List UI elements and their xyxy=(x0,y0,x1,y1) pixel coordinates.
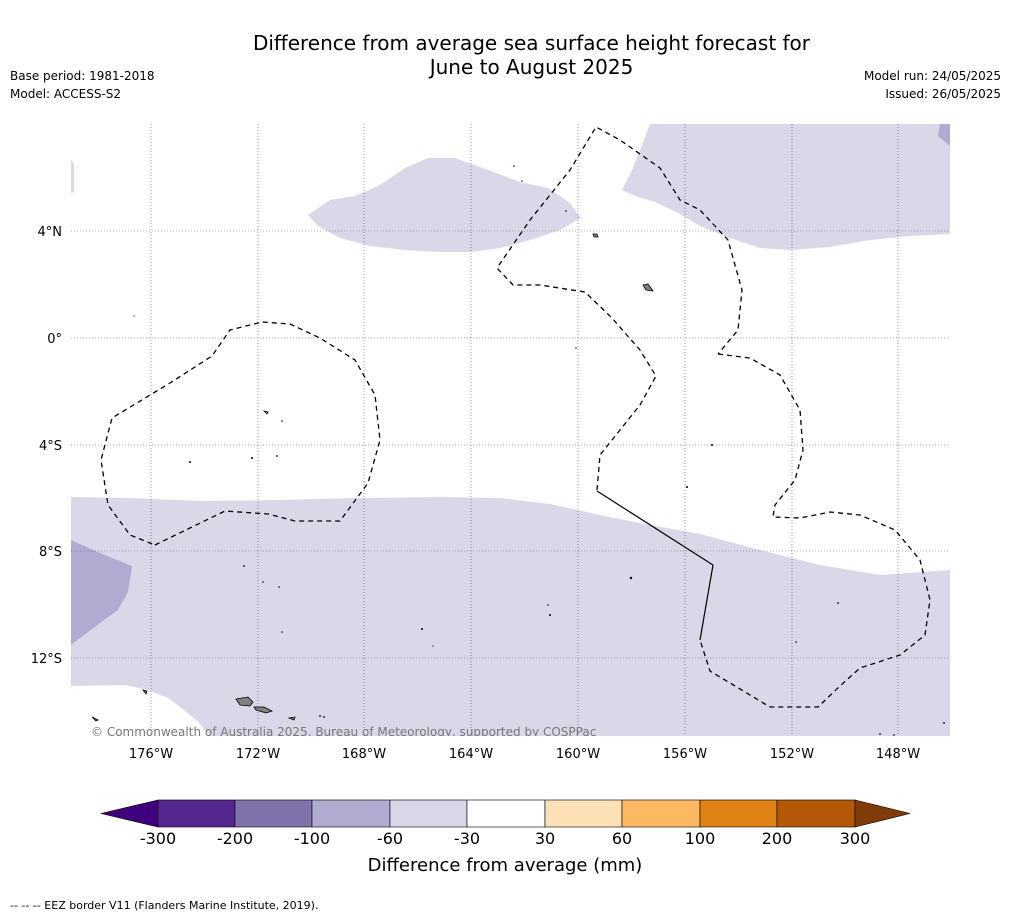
islands xyxy=(91,233,654,722)
colorbar-segment xyxy=(699,799,778,828)
island-north-east xyxy=(642,283,654,292)
lat-label: 4°S xyxy=(39,439,62,454)
island-south-b xyxy=(287,716,296,721)
anomaly-region-north-center xyxy=(308,158,581,252)
eez-border-central xyxy=(496,126,743,491)
lon-label: 164°W xyxy=(449,747,493,762)
colorbar-tick: -200 xyxy=(217,829,253,848)
island-west-reef xyxy=(262,410,269,415)
meta-right: Model run: 24/05/2025 Issued: 26/05/2025 xyxy=(864,67,1001,103)
colorbar-tick: 100 xyxy=(685,829,716,848)
island-north xyxy=(592,233,599,238)
colorbar-tick: -100 xyxy=(294,829,330,848)
meta-left: Base period: 1981-2018 Model: ACCESS-S2 xyxy=(10,67,155,103)
colorbar-segment xyxy=(311,799,391,828)
eez-borders xyxy=(100,126,931,708)
lon-label: 148°W xyxy=(876,747,920,762)
eez-border-east xyxy=(699,353,931,708)
lat-label: 12°S xyxy=(31,652,62,667)
eez-border-west xyxy=(100,321,381,546)
colorbar-tick: 300 xyxy=(840,829,871,848)
lat-label: 8°S xyxy=(39,545,62,560)
lon-label: 156°W xyxy=(663,747,707,762)
colorbar-segment xyxy=(466,799,546,828)
anomaly-region-north-west-sliver xyxy=(71,160,74,193)
island-upolu xyxy=(253,706,274,714)
colorbar-tick: -30 xyxy=(454,829,480,848)
lon-label: 172°W xyxy=(236,747,280,762)
colorbar-tick: -300 xyxy=(140,829,176,848)
island-savaii xyxy=(235,696,254,707)
eez-legend-note: -- -- -- EEZ border V11 (Flanders Marine… xyxy=(10,899,319,912)
colorbar-tick-labels: -300 -200 -100 -60 -30 30 60 100 200 300 xyxy=(140,829,870,848)
lat-label: 4°N xyxy=(38,225,63,240)
island-south-a xyxy=(91,716,99,722)
colorbar-label: Difference from average (mm) xyxy=(368,855,643,876)
colorbar-segment xyxy=(157,799,236,828)
model-name: Model: ACCESS-S2 xyxy=(10,87,122,101)
model-run: Model run: 24/05/2025 xyxy=(863,69,1001,83)
colorbar-segments xyxy=(100,799,911,828)
lat-label: 0° xyxy=(47,332,62,347)
colorbar-tick: 200 xyxy=(762,829,793,848)
anomaly-region-south-band xyxy=(71,497,950,736)
colorbar-tick: 30 xyxy=(535,829,555,848)
eez-border-solid-segment xyxy=(596,490,714,641)
atolls xyxy=(133,165,945,736)
colorbar-segment xyxy=(621,799,701,828)
colorbar: -300 -200 -100 -60 -30 30 60 100 200 300… xyxy=(100,799,911,876)
colorbar-tick: 60 xyxy=(612,829,632,848)
graticule xyxy=(71,124,950,736)
copyright-notice: © Commonwealth of Australia 2025, Bureau… xyxy=(91,725,596,739)
map-area: © Commonwealth of Australia 2025, Bureau… xyxy=(71,124,950,739)
anomaly-region-stronger-west xyxy=(71,540,132,645)
colorbar-extension-low xyxy=(100,799,159,828)
title-line-1: Difference from average sea surface heig… xyxy=(252,31,811,55)
longitude-labels: 176°W 172°W 168°W 164°W 160°W 156°W 152°… xyxy=(129,747,920,762)
lon-label: 160°W xyxy=(556,747,600,762)
colorbar-segment xyxy=(544,799,623,828)
lon-label: 176°W xyxy=(129,747,173,762)
anomaly-region-stronger-northeast xyxy=(938,124,950,146)
colorbar-segment xyxy=(234,799,313,828)
lon-label: 168°W xyxy=(342,747,386,762)
anomaly-region-south-mid-lobe xyxy=(380,665,700,736)
island-south-c xyxy=(142,689,148,695)
latitude-labels: 4°N 0° 4°S 8°S 12°S xyxy=(31,225,62,667)
colorbar-segment xyxy=(776,799,856,828)
colorbar-tick: -60 xyxy=(377,829,403,848)
anomaly-region-north-east xyxy=(622,124,950,250)
title-line-2: June to August 2025 xyxy=(429,55,634,79)
map-title: Difference from average sea surface heig… xyxy=(0,31,1011,79)
colorbar-extension-high xyxy=(854,799,911,828)
colorbar-segment xyxy=(389,799,468,828)
issued-date: Issued: 26/05/2025 xyxy=(885,87,1001,101)
lon-label: 152°W xyxy=(770,747,814,762)
base-period: Base period: 1981-2018 xyxy=(10,69,155,83)
